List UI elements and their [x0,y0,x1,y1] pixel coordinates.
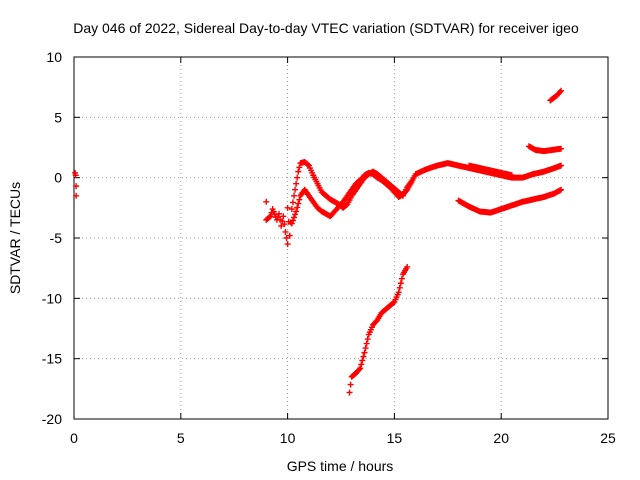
data-point [347,381,354,388]
grid-lines [74,57,608,419]
data-point [558,186,565,193]
data-point [282,228,289,235]
data-point [395,289,402,296]
y-tick-label: 0 [54,170,62,186]
data-point [292,186,299,193]
data-point [286,232,293,239]
x-tick-label: 25 [600,430,616,446]
data-point [289,199,296,206]
data-point [364,336,371,343]
data-point [292,211,299,218]
data-point [284,241,291,248]
y-tick-label: 5 [54,109,62,125]
y-tick-labels: -20 -15 -10 -5 0 5 10 [42,49,62,427]
x-tick-label: 20 [493,430,509,446]
series-sdtvar-top-streak [547,87,565,104]
y-tick-label: -5 [50,230,63,246]
data-point [278,222,285,229]
data-point [294,204,301,211]
data-point [396,284,403,291]
data-point [281,221,288,228]
data-point [358,361,365,368]
data-point [403,187,410,194]
x-tick-label: 15 [387,430,403,446]
series-sdtvar-upper-band [525,143,565,155]
data-point [288,206,295,213]
data-point [296,164,303,171]
x-tick-label: 0 [70,430,78,446]
data-point [263,198,270,205]
x-tick-label: 5 [177,430,185,446]
data-point [357,365,364,372]
data-point [276,210,283,217]
data-point [356,366,363,373]
data-point [397,280,404,287]
data-point [266,214,273,221]
data-point [289,217,296,224]
y-tick-label: -20 [42,411,62,427]
data-point [72,172,79,179]
data-point [274,213,281,220]
data-point [295,168,302,175]
data-point [291,192,298,199]
y-tick-label: -15 [42,351,62,367]
data-point [293,208,300,215]
data-point [558,87,565,94]
chart-title: Day 046 of 2022, Sidereal Day-to-day VTE… [73,20,579,36]
data-point [293,180,300,187]
data-point [269,206,276,213]
data-point [361,349,368,356]
data-point [398,275,405,282]
data-point [283,235,290,241]
data-point [363,340,370,347]
data-point [284,204,291,211]
data-point [556,88,563,95]
y-axis-label: SDTVAR / TECUs [7,182,23,294]
data-point [558,162,565,169]
data-points [72,87,565,396]
y-tick-label: -10 [42,290,62,306]
data-point [343,202,350,209]
data-point [362,345,369,352]
data-point [267,213,274,220]
data-point [346,389,353,396]
x-axis-label: GPS time / hours [287,458,394,474]
data-point [558,145,565,152]
data-point [304,161,311,168]
data-point [279,218,286,225]
series-sdtvar-lower-band [455,186,565,216]
x-tick-label: 10 [280,430,296,446]
x-tick-labels: 0 5 10 15 20 25 [70,430,616,446]
data-point [73,183,80,190]
data-point [508,172,515,179]
data-point [280,213,287,220]
data-point [373,318,380,325]
data-point [359,357,366,364]
data-point [360,353,367,360]
series-sdtvar-main [72,158,565,248]
data-point [390,299,397,306]
data-point [291,214,298,221]
data-point [270,208,277,215]
data-point [295,200,302,207]
series-sdtvar-low-arc [346,263,411,396]
data-point [404,263,411,270]
y-tick-label: 10 [46,49,62,65]
data-point [288,220,295,227]
data-point [73,192,80,199]
axis-ticks [73,56,609,420]
data-point [296,196,303,203]
data-point [294,174,301,181]
